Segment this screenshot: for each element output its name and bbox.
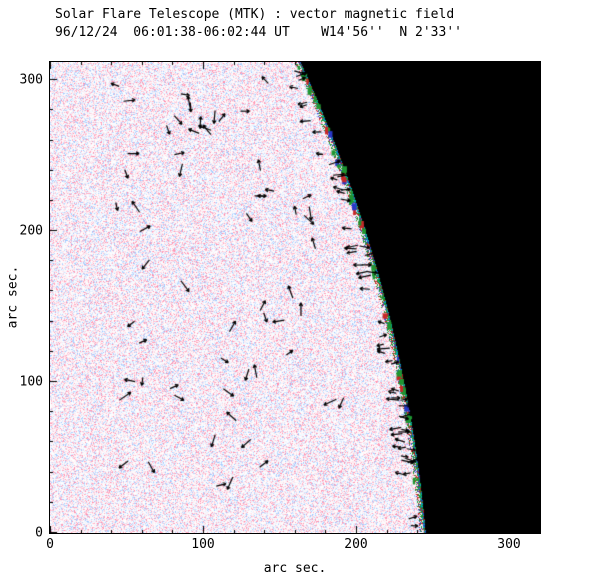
x-tick-label-0: 0 — [46, 537, 54, 552]
y-tick-label-300: 300 — [19, 72, 43, 88]
x-tick-label-200: 200 — [344, 537, 368, 552]
y-axis-title: arc sec. — [5, 265, 21, 329]
magnetogram-canvas — [50, 62, 540, 533]
y-tick-label-0: 0 — [35, 525, 43, 541]
chart-subtitle: 96/12/24 06:01:38-06:02:44 UT W14'56'' N… — [55, 25, 462, 40]
chart-title: Solar Flare Telescope (MTK) : vector mag… — [55, 7, 455, 22]
x-axis-title: arc sec. — [263, 561, 327, 576]
y-tick-label-100: 100 — [19, 374, 43, 390]
plot-frame — [49, 61, 541, 534]
x-tick-label-300: 300 — [497, 537, 521, 552]
x-tick-label-100: 100 — [191, 537, 215, 552]
y-tick-label-200: 200 — [19, 223, 43, 239]
